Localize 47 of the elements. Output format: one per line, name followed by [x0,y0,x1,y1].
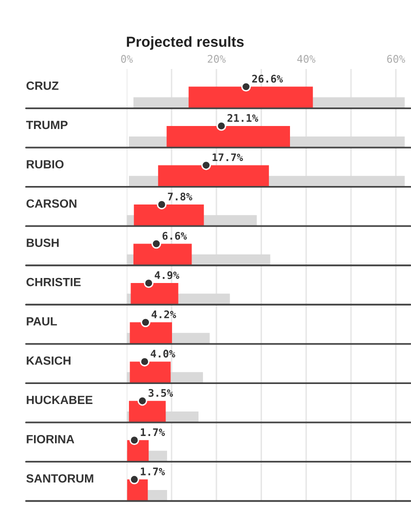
data-label: 26.6% [252,74,283,83]
point [201,160,211,170]
data-label: 3.5% [148,388,173,397]
point [138,396,148,406]
data-label: 21.1% [227,114,258,122]
bar [158,165,269,187]
data-label: 1.7% [140,468,165,476]
x-tick-label: 20% [208,54,226,63]
bar [134,204,204,226]
bar [166,126,290,148]
bar [130,283,178,305]
point [216,121,226,131]
y-tick-label: BUSH [26,238,59,247]
data-label: 17.7% [212,153,243,162]
point [151,238,162,249]
x-tick-label: 40% [297,54,316,63]
y-tick-label: SANTORUM [26,474,94,483]
bar [130,322,172,344]
y-tick-label: CARSON [26,199,76,208]
y-tick-label: TRUMP [26,120,68,130]
bar [188,86,313,108]
point [241,82,251,92]
point [129,435,140,445]
x-tick-label: 60% [387,54,406,63]
bar [133,244,192,266]
y-tick-label: PAUL [26,317,57,326]
y-tick-label: HUCKABEE [26,396,92,404]
data-label: 1.7% [140,428,165,436]
data-label: 4.9% [154,271,180,280]
data-label: 6.6% [162,232,187,240]
point [140,356,150,366]
bar [128,400,166,422]
point [144,278,154,288]
y-tick-label: CHRISTIE [26,278,81,286]
y-tick-label: CRUZ [26,82,58,90]
y-tick-label: RUBIO [26,160,64,168]
point [129,474,140,484]
chart-title: Projected results [126,36,244,50]
y-tick-label: FIORINA [26,434,74,444]
data-label: 4.2% [152,310,176,318]
y-tick-label: KASICH [26,356,70,365]
x-tick-label: 0% [121,54,133,63]
data-label: 7.8% [168,192,192,200]
data-label: 4.0% [150,350,176,358]
point [140,317,150,328]
bar [130,362,171,384]
point [156,200,167,210]
